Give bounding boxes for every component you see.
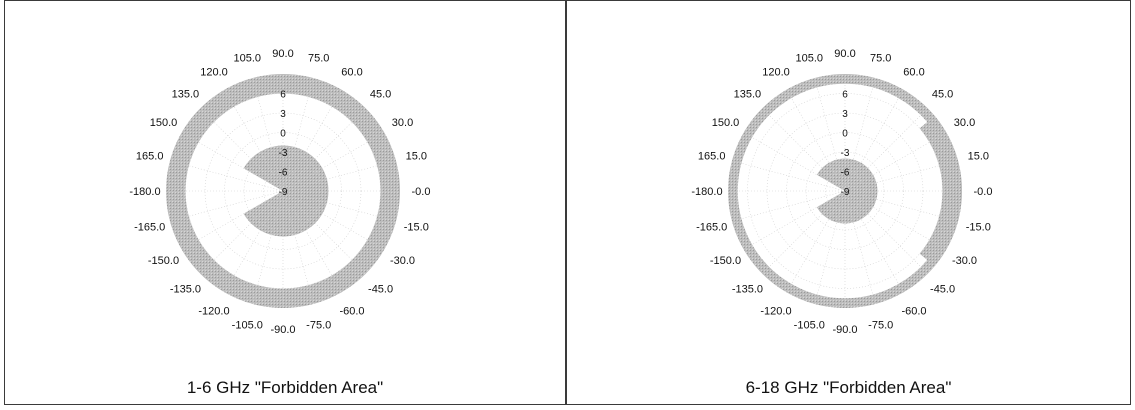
radial-tick-label: -3 (841, 148, 850, 159)
radial-tick-label: -6 (841, 168, 850, 179)
angular-tick-label: 75.0 (870, 53, 891, 65)
angular-tick-label: -135.0 (732, 284, 763, 296)
forbidden-outer-ring-thick (919, 115, 962, 267)
angular-tick-label: 15.0 (406, 150, 427, 162)
angular-tick-label: 60.0 (903, 66, 924, 78)
radial-tick-label: -9 (841, 187, 850, 198)
radial-tick-label: -3 (279, 148, 288, 159)
angular-tick-label: 120.0 (200, 66, 228, 78)
angular-tick-label: -165.0 (134, 222, 165, 234)
angular-tick-label: 150.0 (712, 117, 740, 129)
angular-tick-label: -120.0 (760, 306, 791, 318)
angular-tick-label: 45.0 (370, 88, 391, 100)
radial-tick-label: -6 (279, 168, 288, 179)
angular-tick-label: 120.0 (762, 66, 790, 78)
polar-chart-1-6ghz: 105.0 90.0 75.0 120.0 60.0 135.0 45.0 150.0 30.0… (129, 48, 431, 336)
radial-grid-circle (825, 171, 865, 211)
angular-tick-label: 60.0 (341, 66, 362, 78)
angular-tick-label: -0.0 (412, 186, 431, 198)
angular-tick-label: 90.0 (272, 48, 293, 60)
angular-tick-label: -45.0 (368, 284, 393, 296)
angular-tick-label: 165.0 (136, 150, 164, 162)
radial-tick-label: -9 (279, 187, 288, 198)
angular-tick-label: -60.0 (339, 306, 364, 318)
angular-tick-label: -180.0 (129, 186, 160, 198)
angular-tick-label: 105.0 (234, 53, 262, 65)
chart-panel-6-18ghz: 105.0 90.0 75.0 120.0 60.0 135.0 45.0 150.0 30.0… (566, 0, 1131, 405)
angular-tick-label: 135.0 (172, 88, 200, 100)
angular-tick-label: -105.0 (794, 319, 825, 331)
angular-tick-label: 135.0 (734, 88, 762, 100)
angular-tick-label: -105.0 (232, 319, 263, 331)
angular-grid-line (743, 190, 846, 250)
angular-tick-label: -45.0 (930, 284, 955, 296)
radial-tick-label: 3 (280, 109, 286, 120)
angular-tick-label: -75.0 (306, 319, 331, 331)
angular-tick-label: -90.0 (832, 324, 857, 336)
angular-tick-label: -30.0 (390, 255, 415, 267)
chart-caption-6-18ghz: 6-18 GHz "Forbidden Area" (745, 378, 952, 397)
radial-tick-label: 6 (842, 90, 848, 101)
angular-tick-label: 15.0 (968, 150, 989, 162)
radial-tick-label: 3 (842, 109, 848, 120)
angular-tick-label: -15.0 (404, 222, 429, 234)
radial-grid-circle (786, 132, 904, 250)
angular-tick-label: 165.0 (698, 150, 726, 162)
radial-grid-circle (185, 93, 381, 289)
angular-tick-label: 75.0 (308, 53, 329, 65)
angular-tick-label: -60.0 (901, 306, 926, 318)
angular-tick-label: -15.0 (966, 222, 991, 234)
radial-grid-circle (747, 93, 943, 289)
angular-tick-label: -30.0 (952, 255, 977, 267)
radial-tick-label: 6 (280, 90, 286, 101)
chart-panel-1-6ghz: 105.0 90.0 75.0 120.0 60.0 135.0 45.0 150.0 30.0… (4, 0, 566, 405)
radial-tick-label: 0 (842, 129, 848, 140)
angular-tick-label: -180.0 (691, 186, 722, 198)
angular-tick-label: -0.0 (974, 186, 993, 198)
angular-tick-label: 30.0 (954, 117, 975, 129)
forbidden-inner-sector (816, 158, 878, 224)
radial-grid-circle (263, 171, 303, 211)
radial-grid-circle (224, 132, 342, 250)
angular-tick-label: -150.0 (148, 255, 179, 267)
angular-tick-label: -150.0 (710, 255, 741, 267)
angular-grid-line (743, 132, 846, 192)
angular-tick-label: 90.0 (834, 48, 855, 60)
chart-caption-1-6ghz: 1-6 GHz "Forbidden Area" (186, 378, 384, 397)
angular-tick-label: 45.0 (932, 88, 953, 100)
polar-chart-6-18ghz: 105.0 90.0 75.0 120.0 60.0 135.0 45.0 150.0 30.0… (691, 48, 993, 336)
angular-tick-label: -90.0 (270, 324, 295, 336)
angular-tick-label: 30.0 (392, 117, 413, 129)
angular-tick-label: -135.0 (170, 284, 201, 296)
angular-tick-label: 105.0 (796, 53, 824, 65)
angular-tick-label: -120.0 (198, 306, 229, 318)
radial-tick-label: 0 (280, 129, 286, 140)
angular-tick-label: -75.0 (868, 319, 893, 331)
angular-tick-label: -165.0 (696, 222, 727, 234)
angular-tick-label: 150.0 (150, 117, 178, 129)
